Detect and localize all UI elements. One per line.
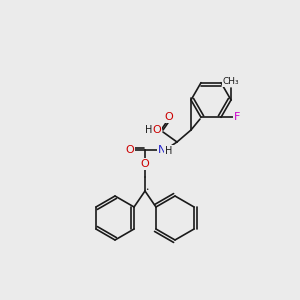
Text: O: O <box>153 125 161 135</box>
Text: •: • <box>145 187 149 191</box>
Text: H: H <box>145 125 153 135</box>
Text: H: H <box>165 146 173 156</box>
Text: CH₃: CH₃ <box>223 77 239 86</box>
Text: O: O <box>165 112 173 122</box>
Text: O: O <box>126 145 134 155</box>
Text: O: O <box>141 159 149 169</box>
Text: F: F <box>234 112 240 122</box>
Text: N: N <box>158 145 166 155</box>
